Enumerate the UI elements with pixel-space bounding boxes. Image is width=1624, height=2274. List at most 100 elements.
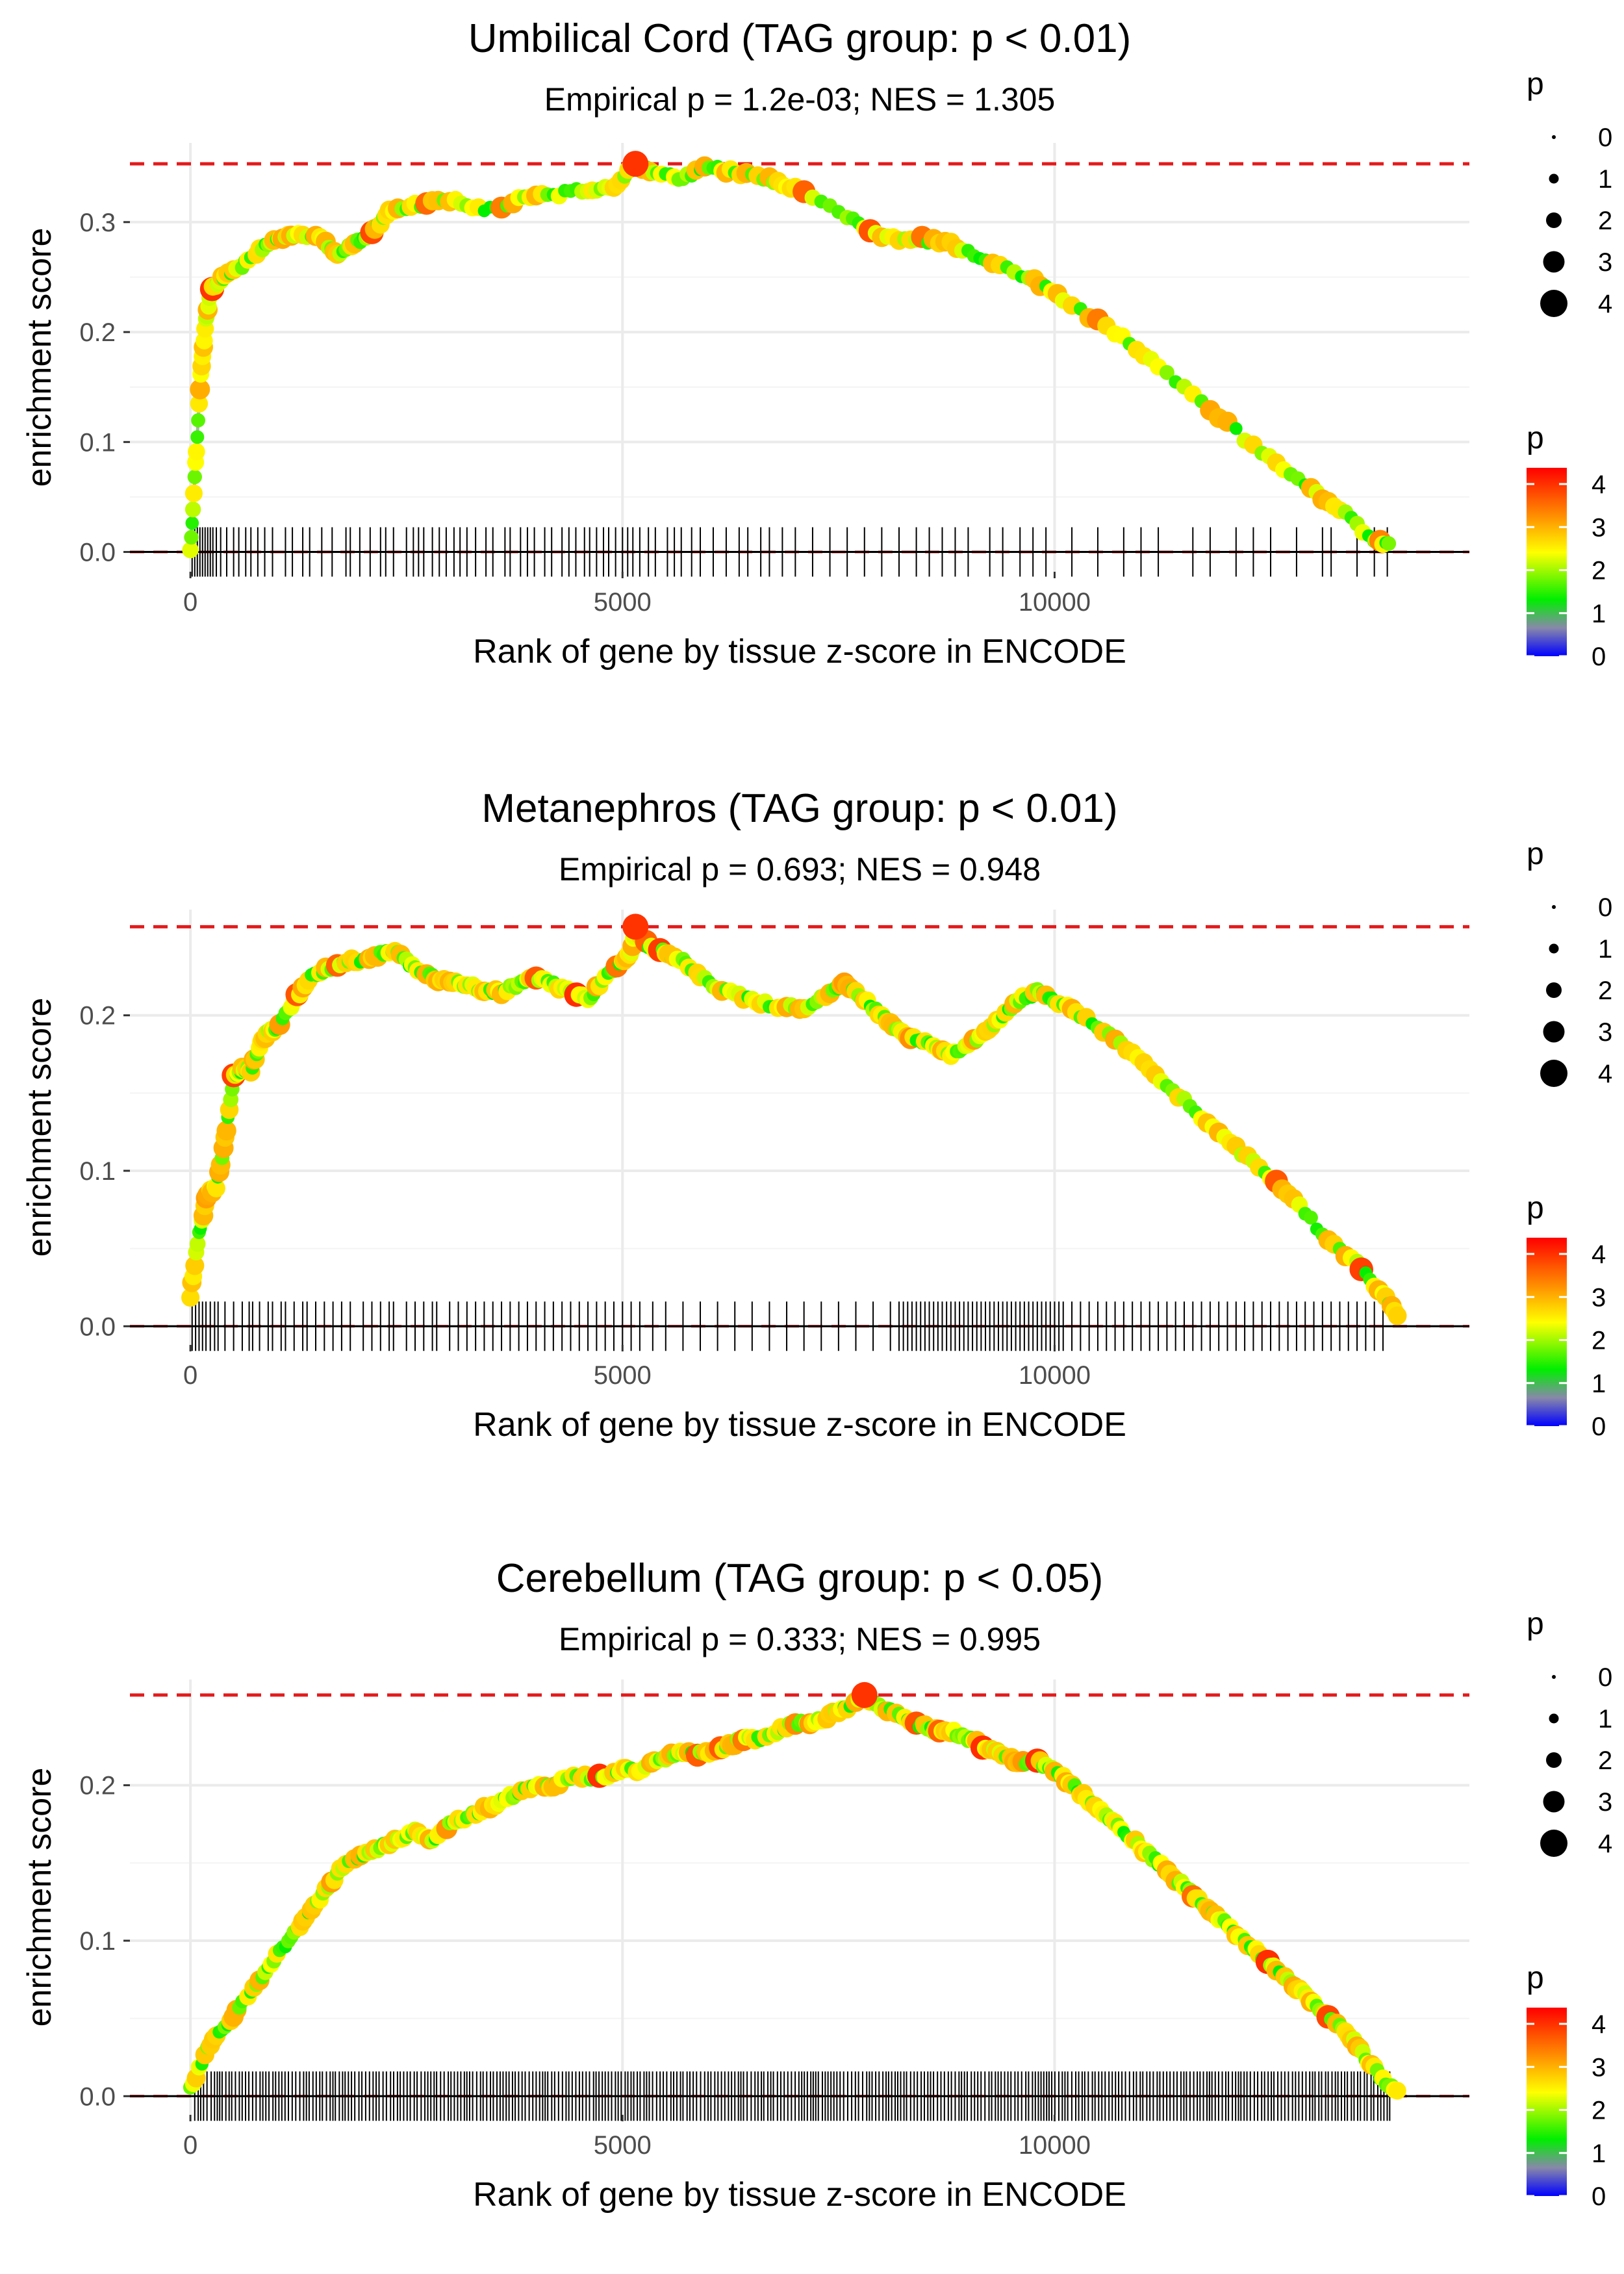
y-tick-label: 0.1	[79, 1927, 116, 1956]
y-tick-label: 0.0	[79, 1312, 116, 1341]
size-legend-dot	[1549, 1713, 1559, 1724]
max-es-point	[622, 151, 649, 177]
x-tick-label: 10000	[1019, 2131, 1091, 2160]
y-tick-label: 0.3	[79, 209, 116, 237]
size-legend-label: 3	[1598, 248, 1612, 277]
chart-subtitle: Empirical p = 0.693; NES = 0.948	[559, 851, 1041, 888]
chart-subtitle: Empirical p = 1.2e-03; NES = 1.305	[544, 81, 1056, 118]
max-es-point	[622, 913, 649, 940]
chart-title: Cerebellum (TAG group: p < 0.05)	[496, 1556, 1103, 1601]
size-legend-dot	[1549, 173, 1559, 184]
color-legend-label: 2	[1592, 557, 1606, 585]
color-legend-label: 1	[1592, 2140, 1606, 2168]
size-legend-dot	[1552, 1675, 1556, 1679]
enrichment-point	[181, 1288, 200, 1307]
enrichment-point	[1388, 2082, 1406, 2100]
enrichment-point	[1388, 1306, 1407, 1325]
enrichment-curve	[188, 1693, 1402, 2095]
size-legend-title: p	[1527, 837, 1544, 871]
size-legend-dot	[1543, 1791, 1565, 1813]
color-legend-bar	[1527, 1238, 1567, 1426]
size-legend-dot	[1540, 1060, 1567, 1087]
color-legend-bar	[1527, 2008, 1567, 2196]
y-tick-label: 0.0	[79, 539, 116, 567]
y-tick-label: 0.0	[79, 2082, 116, 2111]
chart-subtitle: Empirical p = 0.333; NES = 0.995	[559, 1621, 1041, 1657]
color-legend-bar	[1527, 468, 1567, 656]
color-legend-label: 0	[1592, 643, 1606, 671]
size-legend-label: 2	[1598, 207, 1612, 235]
size-legend-dot	[1540, 290, 1567, 317]
color-legend-label: 0	[1592, 1412, 1606, 1441]
enrichment-point	[184, 484, 203, 502]
color-legend-label: 1	[1592, 600, 1606, 628]
size-legend-label: 1	[1598, 935, 1612, 964]
size-legend-label: 4	[1598, 1830, 1612, 1858]
color-legend-label: 3	[1592, 1283, 1606, 1312]
enrichment-point	[185, 516, 199, 530]
gridlines	[130, 1680, 1469, 2115]
size-legend-label: 0	[1598, 1663, 1612, 1692]
enrichment-point	[1381, 536, 1397, 551]
color-legend-label: 4	[1592, 470, 1606, 499]
y-tick-label: 0.2	[79, 1772, 116, 1800]
enrichment-point	[191, 413, 205, 428]
max-es-point	[851, 1681, 878, 1708]
x-axis-label: Rank of gene by tissue z-score in ENCODE	[473, 2176, 1126, 2214]
size-legend-label: 0	[1598, 893, 1612, 922]
x-tick-label: 0	[183, 2131, 197, 2160]
color-legend-label: 4	[1592, 2010, 1606, 2039]
size-legend-dot	[1552, 135, 1556, 139]
size-legend-label: 2	[1598, 1746, 1612, 1775]
color-legend-label: 4	[1592, 1240, 1606, 1269]
enrichment-point	[1304, 1210, 1318, 1225]
color-legend: p 4 3 2 1 0	[1527, 1191, 1606, 1441]
chart-title: Metanephros (TAG group: p < 0.01)	[481, 786, 1117, 831]
x-tick-label: 0	[183, 588, 197, 617]
enrichment-point	[185, 1256, 205, 1275]
x-tick-label: 0	[183, 1361, 197, 1390]
size-legend: p 0 1 2 3 4	[1527, 1607, 1612, 1858]
y-tick-label: 0.1	[79, 428, 116, 457]
size-legend: p 0 1 2 3 4	[1527, 67, 1612, 318]
size-legend-label: 3	[1598, 1788, 1612, 1817]
size-legend-dot	[1546, 212, 1562, 228]
size-legend-label: 0	[1598, 123, 1612, 152]
enrichment-point	[184, 501, 201, 518]
size-legend-dot	[1546, 1752, 1562, 1768]
size-legend-title: p	[1527, 67, 1544, 101]
x-tick-label: 5000	[594, 588, 652, 617]
color-legend-title: p	[1527, 421, 1544, 455]
chart-panel-1: Umbilical Cord (TAG group: p < 0.01) Empi…	[21, 16, 1612, 671]
x-tick-label: 5000	[594, 1361, 652, 1390]
x-tick-label: 5000	[594, 2131, 652, 2160]
gene-hits	[191, 1301, 1384, 1351]
enrichment-point	[190, 430, 205, 444]
y-axis-label: enrichment score	[21, 228, 58, 487]
size-legend-dot	[1543, 1021, 1565, 1043]
enrichment-point	[1159, 364, 1174, 380]
size-legend-dot	[1546, 982, 1562, 998]
enrichment-point	[189, 1236, 206, 1252]
size-legend-label: 1	[1598, 1705, 1612, 1733]
enrichment-points	[181, 913, 1407, 1325]
chart-panel-2: Metanephros (TAG group: p < 0.01) Empiric…	[21, 786, 1612, 1444]
size-legend-dot	[1540, 1830, 1567, 1857]
enrichment-point	[187, 469, 202, 485]
size-legend-dot	[1543, 251, 1565, 273]
color-legend-label: 2	[1592, 2097, 1606, 2125]
color-legend-label: 2	[1592, 1327, 1606, 1355]
size-legend-label: 3	[1598, 1018, 1612, 1047]
size-legend-dot	[1552, 905, 1556, 909]
enrichment-point	[207, 1179, 225, 1197]
y-tick-label: 0.2	[79, 318, 116, 347]
enrichment-point	[188, 443, 205, 461]
color-legend-label: 3	[1592, 513, 1606, 542]
size-legend-title: p	[1527, 1607, 1544, 1641]
size-legend: p 0 1 2 3 4	[1527, 837, 1612, 1088]
y-axis-label: enrichment score	[21, 1768, 58, 2027]
color-legend-title: p	[1527, 1191, 1544, 1225]
y-axis-label: enrichment score	[21, 998, 58, 1257]
enrichment-points	[183, 1681, 1406, 2100]
